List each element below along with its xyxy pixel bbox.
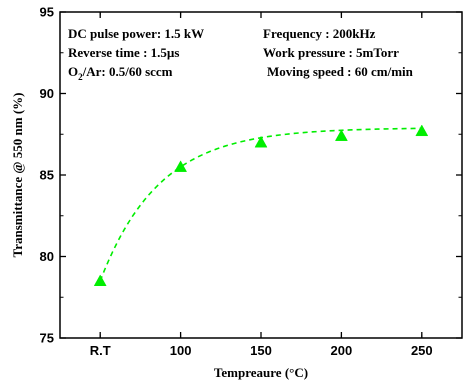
y-tick-label: 90: [40, 86, 54, 101]
data-point: [254, 135, 268, 148]
fit-curve-layer: [99, 127, 422, 282]
x-tick-label: 250: [411, 343, 433, 358]
y-tick-label: 95: [40, 5, 54, 20]
data-points-layer: [93, 124, 429, 286]
annotation-frequency: Frequency : 200kHz: [263, 26, 376, 41]
data-point: [93, 274, 107, 286]
data-point: [334, 129, 348, 141]
y-tick-label: 85: [40, 168, 54, 183]
x-tick-label: 150: [250, 343, 272, 358]
y-axis-title: Transmittance @ 550 nm (%): [10, 93, 25, 258]
x-tick-label: 200: [331, 343, 353, 358]
x-axis-title: Tempreaure (°C): [214, 365, 308, 380]
data-point: [415, 124, 429, 137]
x-tick-label: 100: [170, 343, 192, 358]
fit-curve: [99, 127, 422, 282]
plot-frame: [59, 11, 463, 339]
y-tick-label: 80: [40, 249, 54, 264]
annotation-power: DC pulse power: 1.5 kW: [68, 26, 204, 41]
ticks-layer: 75 80 85 90 95 R.T 100 150 200 250: [40, 5, 462, 358]
annotation-gas-ratio: O2/Ar: 0.5/60 sccm: [68, 64, 173, 82]
annotation-reverse-time: Reverse time : 1.5µs: [68, 45, 179, 60]
x-tick-label: R.T: [90, 343, 111, 358]
annotation-work-pressure: Work pressure : 5mTorr: [263, 45, 399, 60]
data-point: [174, 160, 188, 172]
y-tick-label: 75: [40, 331, 54, 346]
annotation-moving-speed: Moving speed : 60 cm/min: [267, 64, 414, 79]
